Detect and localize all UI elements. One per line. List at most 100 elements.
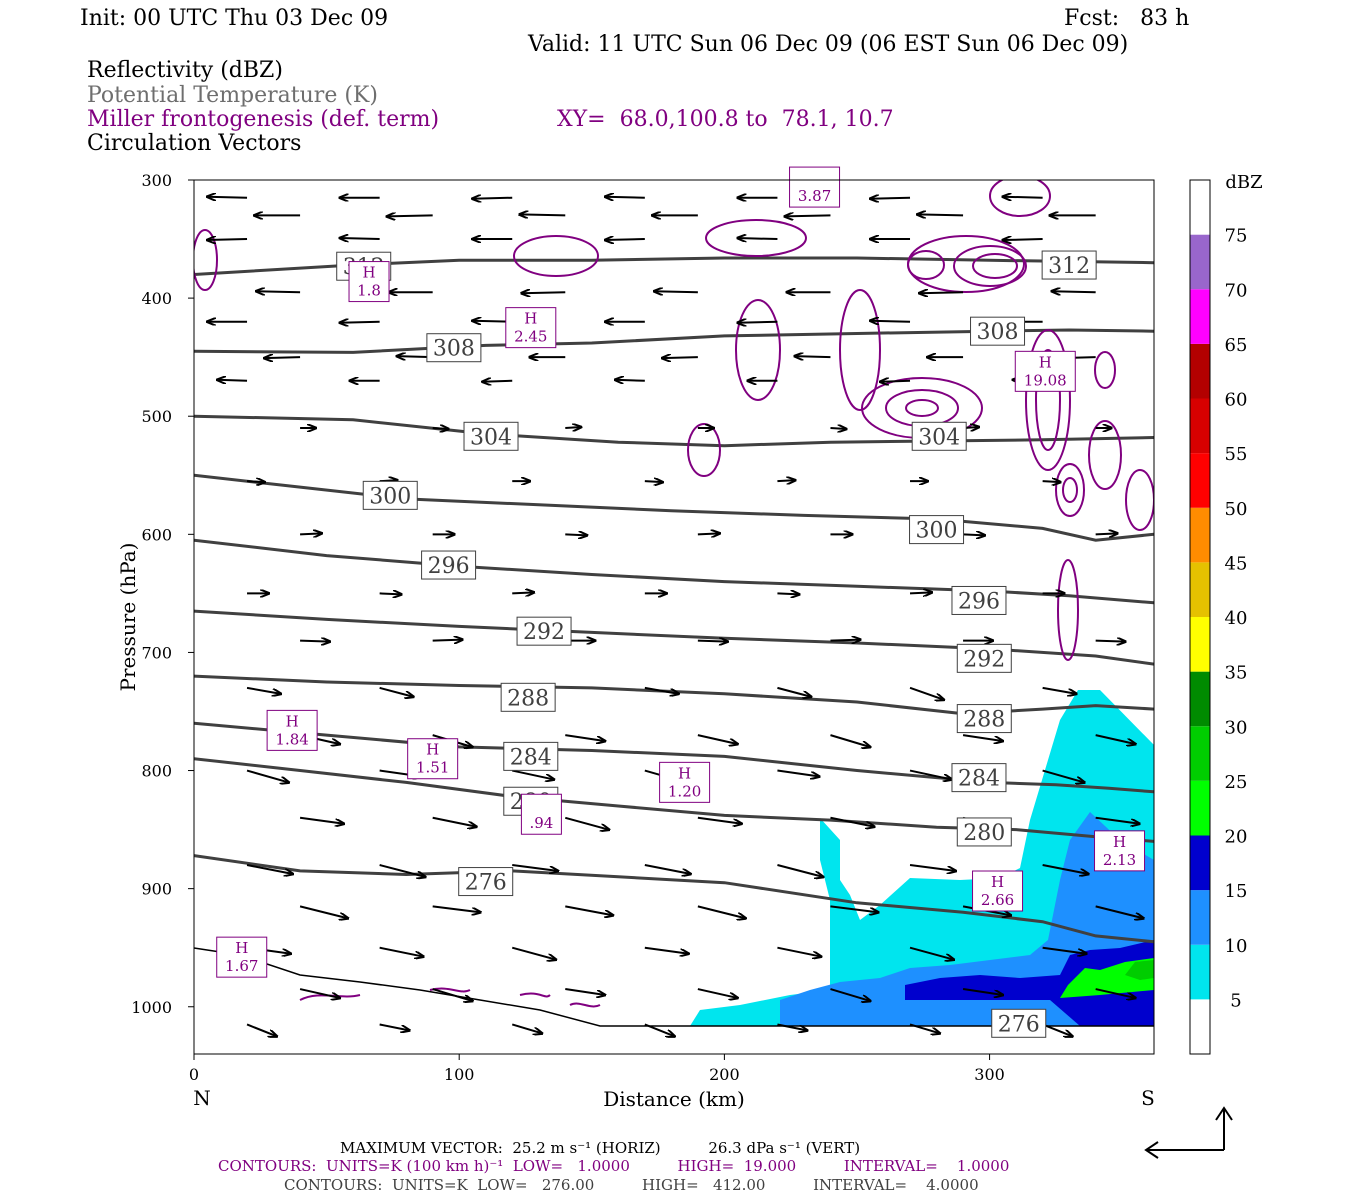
fg-ring — [735, 299, 781, 401]
theta-label-box — [503, 741, 559, 771]
fg-ring — [989, 180, 1051, 217]
colorbar-segment — [1190, 453, 1210, 508]
circulation-vector — [246, 769, 289, 783]
colorbar-segment — [1190, 562, 1210, 617]
fg-ring — [1055, 463, 1085, 517]
colorbar-label: 65 — [1225, 335, 1248, 356]
theta-label-box — [458, 867, 514, 897]
circulation-vector — [909, 769, 952, 780]
cross-section-endpoints: XY= 68.0,100.8 to 78.1, 10.7 — [557, 107, 894, 132]
theta-label: 304 — [918, 425, 960, 450]
colorbar-segment — [1190, 234, 1210, 290]
fg-max-value: 1.67 — [225, 957, 258, 975]
circulation-vector — [1095, 533, 1118, 534]
theta-label: 308 — [433, 337, 475, 362]
theta-contour-304 — [194, 414, 1154, 448]
circulation-vector — [379, 1023, 410, 1030]
fg-squiggle — [299, 987, 601, 1008]
theta-contour-276 — [194, 854, 1154, 944]
circulation-vector — [432, 905, 481, 912]
theta-label-box — [421, 550, 477, 580]
circulation-vector — [512, 769, 554, 780]
circulation-vector — [264, 357, 301, 358]
theta-contour-308 — [194, 328, 1154, 354]
colorbar-label: 15 — [1225, 881, 1248, 902]
circulation-vector — [565, 905, 613, 915]
circulation-vector — [521, 292, 566, 293]
theta-label: 276 — [465, 871, 507, 896]
y-axis-label: Pressure (hPa) — [116, 543, 140, 692]
valid-time: Valid: 11 UTC Sun 06 Dec 09 (06 EST Sun … — [528, 32, 1129, 57]
theta-label: 280 — [963, 821, 1005, 846]
colorbar-label: 70 — [1225, 280, 1248, 301]
circulation-vector — [1042, 769, 1085, 783]
x-tick-label: 0 — [189, 1065, 199, 1084]
circulation-vector — [697, 816, 742, 824]
circulation-vector — [1042, 686, 1077, 694]
circulation-vector — [207, 197, 248, 198]
fg-ring — [1088, 420, 1122, 490]
theta-label-box — [956, 817, 1012, 847]
circulation-vector — [830, 988, 870, 1001]
theta-label-box — [911, 421, 967, 451]
legend-reflectivity: Reflectivity (dBZ) — [87, 58, 283, 83]
circulation-vector — [379, 686, 414, 697]
colorbar-label: 60 — [1225, 390, 1248, 411]
fg-max-value: .94 — [529, 814, 553, 832]
fg-max-marker: H — [426, 741, 439, 759]
circulation-vector — [605, 239, 645, 240]
fg-max-value: 19.08 — [1024, 371, 1067, 389]
theta-label-box — [516, 616, 572, 646]
circulation-vector — [300, 641, 330, 642]
circulation-vector — [511, 946, 556, 960]
circulation-vector — [379, 864, 426, 877]
fg-max-box — [789, 166, 841, 208]
reflectivity-fill — [690, 690, 1154, 1026]
colorbar-label: 75 — [1225, 226, 1248, 247]
y-tick-label: 1000 — [131, 998, 172, 1017]
circulation-vector — [1095, 734, 1136, 744]
circulation-vector — [472, 198, 513, 199]
colorbar-segment — [1190, 343, 1210, 399]
circulation-vector — [565, 427, 581, 428]
circulation-vector — [565, 534, 587, 535]
theta-label: 308 — [977, 320, 1019, 345]
circulation-vector — [246, 864, 293, 874]
colorbar-label: 55 — [1225, 444, 1248, 465]
circulation-vector — [830, 816, 874, 827]
circulation-vector — [519, 214, 566, 215]
fg-max-value: 1.20 — [668, 782, 701, 800]
colorbar-label: 25 — [1225, 772, 1248, 793]
circulation-vector — [432, 640, 463, 641]
circulation-vector — [246, 1023, 277, 1036]
fg-ring — [839, 289, 881, 411]
circulation-vector — [644, 481, 663, 482]
y-tick-label: 900 — [141, 880, 172, 899]
circulation-vector — [565, 816, 609, 830]
y-tick-label: 300 — [141, 171, 172, 190]
circulation-vector — [432, 428, 449, 429]
colorbar-segment — [1190, 835, 1210, 891]
colorbar-segment — [1190, 617, 1210, 672]
fg-ring — [953, 245, 1027, 287]
colorbar-segment — [1190, 780, 1210, 836]
frontogenesis-contour-note: CONTOURS: UNITS=K (100 km h)⁻¹ LOW= 1.00… — [218, 1157, 1010, 1175]
circulation-vector — [662, 357, 698, 358]
reflectivity-25dbz — [1125, 960, 1154, 980]
circulation-vector — [299, 816, 344, 824]
fg-ring — [885, 389, 959, 427]
x-tick-label: 300 — [974, 1065, 1005, 1084]
fg-max-box — [1094, 830, 1146, 872]
circulation-vector — [777, 686, 811, 697]
fg-max-box — [407, 738, 459, 780]
circulation-vector — [777, 864, 823, 877]
circulation-vector — [777, 1023, 807, 1030]
circulation-vector — [379, 593, 402, 594]
theta-label-box — [362, 480, 418, 510]
fg-ring — [905, 399, 939, 417]
fg-ring — [1062, 477, 1078, 503]
fg-max-value: 3.87 — [798, 187, 831, 205]
fg-max-value: 1.8 — [357, 282, 381, 300]
